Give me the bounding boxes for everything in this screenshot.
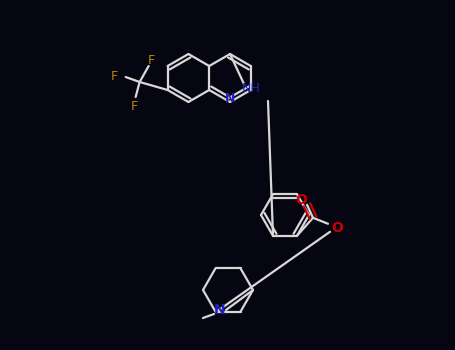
Text: O: O <box>331 221 343 235</box>
Text: N: N <box>225 92 235 105</box>
Text: N: N <box>214 303 226 317</box>
Text: F: F <box>148 54 155 66</box>
Text: F: F <box>111 70 118 84</box>
Text: F: F <box>131 100 138 113</box>
Text: O: O <box>295 193 307 207</box>
Text: NH: NH <box>242 83 260 96</box>
